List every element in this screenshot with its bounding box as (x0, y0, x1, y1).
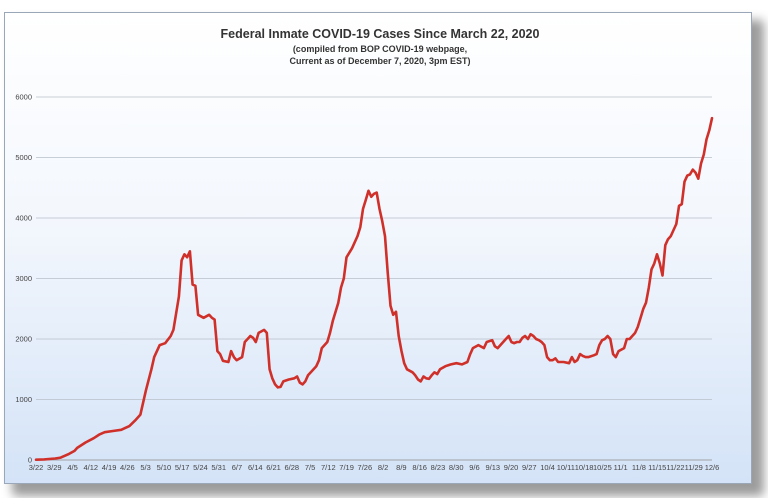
x-tick-label: 12/6 (705, 463, 720, 472)
x-tick-label: 11/8 (632, 463, 646, 472)
x-axis-ticks: 3/22 3/29 4/5 4/12 4/19 4/26 5/3 5/10 5/17 5/24 5/… (29, 463, 720, 472)
x-tick-label: 8/23 (431, 463, 446, 472)
x-tick-label: 9/13 (485, 463, 500, 472)
x-tick-label: 4/26 (120, 463, 135, 472)
chart-subtitle-line-1: (compiled from BOP COVID-19 webpage, (293, 44, 467, 54)
x-tick-label: 6/7 (232, 463, 242, 472)
y-axis-ticks: 0 1000 2000 3000 4000 5000 6000 (15, 93, 32, 465)
x-tick-label: 4/19 (102, 463, 117, 472)
plot-area (34, 116, 714, 461)
x-tick-label: 11/29 (685, 463, 703, 472)
y-tick-label: 3000 (15, 274, 32, 283)
x-tick-label: 9/6 (469, 463, 479, 472)
x-tick-label: 5/3 (140, 463, 150, 472)
x-tick-label: 4/12 (84, 463, 99, 472)
x-tick-label: 7/19 (339, 463, 354, 472)
x-tick-label: 11/1 (614, 463, 628, 472)
y-tick-label: 0 (28, 456, 32, 465)
x-tick-label: 8/2 (378, 463, 388, 472)
x-tick-label: 10/4 (540, 463, 555, 472)
x-tick-label: 4/5 (67, 463, 77, 472)
y-tick-label: 5000 (15, 153, 32, 162)
x-tick-label: 10/11 (557, 463, 575, 472)
y-tick-label: 1000 (15, 395, 32, 404)
x-tick-label: 5/31 (211, 463, 226, 472)
x-tick-label: 8/16 (412, 463, 427, 472)
chart-title: Federal Inmate COVID-19 Cases Since Marc… (221, 27, 540, 41)
x-tick-label: 9/27 (522, 463, 537, 472)
x-tick-label: 8/30 (449, 463, 464, 472)
x-tick-label: 7/26 (358, 463, 373, 472)
x-tick-label: 7/12 (321, 463, 336, 472)
x-tick-label: 3/22 (29, 463, 44, 472)
chart-subtitle-line-2: Current as of December 7, 2020, 3pm EST) (289, 56, 470, 66)
y-tick-label: 6000 (15, 93, 32, 102)
x-tick-label: 6/28 (284, 463, 299, 472)
x-tick-label: 10/25 (593, 463, 612, 472)
x-tick-label: 11/22 (666, 463, 684, 472)
gridlines (36, 96, 712, 461)
x-tick-label: 7/5 (305, 463, 315, 472)
y-tick-label: 2000 (15, 335, 32, 344)
y-tick-label: 4000 (15, 214, 32, 223)
x-tick-label: 3/29 (47, 463, 62, 472)
x-tick-label: 5/24 (193, 463, 208, 472)
x-tick-label: 10/18 (575, 463, 594, 472)
chart-panel (4, 12, 752, 484)
x-tick-label: 11/15 (648, 463, 666, 472)
x-tick-label: 5/10 (157, 463, 172, 472)
series-line (34, 116, 714, 461)
x-tick-label: 6/21 (266, 463, 281, 472)
x-tick-label: 8/9 (396, 463, 406, 472)
x-tick-label: 9/20 (504, 463, 519, 472)
x-tick-label: 6/14 (248, 463, 263, 472)
x-tick-label: 5/17 (175, 463, 190, 472)
